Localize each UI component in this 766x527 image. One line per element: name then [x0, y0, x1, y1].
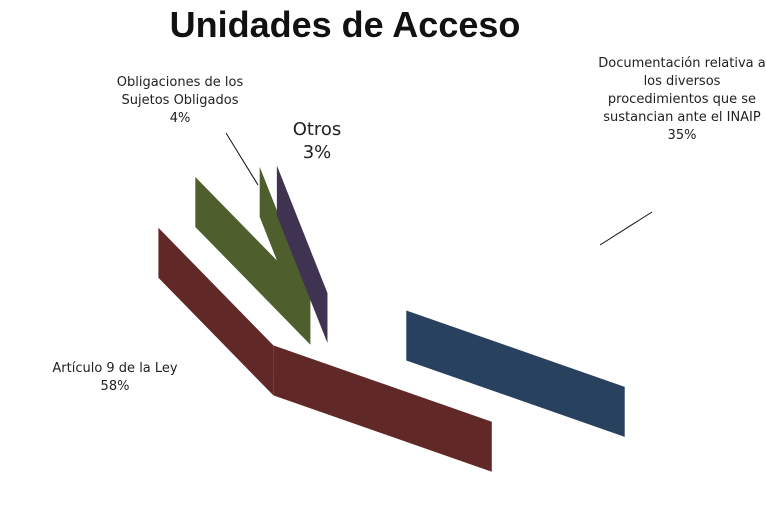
category-label: Artículo 9 de la Ley — [52, 361, 178, 376]
slice-wall — [259, 166, 311, 345]
leader-line — [599, 211, 653, 246]
category-label: Documentación relativa a los diversos pr… — [598, 56, 766, 125]
slice-side — [406, 180, 625, 437]
slice — [195, 176, 311, 295]
slice-side — [158, 277, 492, 422]
leader-line — [225, 132, 259, 186]
category-label: Obligaciones de los Sujetos Obligados — [116, 75, 244, 108]
value-label: 4% — [169, 111, 191, 126]
category-label: Otros — [292, 119, 342, 140]
slice-label: Artículo 9 de la Ley 58% — [30, 360, 200, 396]
slice-tops — [195, 165, 492, 422]
value-label: 35% — [667, 128, 697, 143]
slice-label: Documentación relativa a los diversos pr… — [598, 55, 766, 145]
value-label: 3% — [302, 142, 332, 163]
slice-wall — [195, 176, 311, 345]
chart-title: Unidades de Acceso — [169, 4, 521, 45]
slice-label: Obligaciones de los Sujetos Obligados 4% — [100, 74, 260, 128]
value-label: 58% — [100, 379, 130, 394]
slice — [276, 165, 328, 294]
slice-sides — [158, 165, 625, 472]
slice-wall — [158, 227, 274, 396]
slice-wall — [276, 165, 328, 344]
slice-wall — [406, 310, 625, 437]
slice-label: Otros 3% — [282, 118, 352, 164]
slice-wall — [273, 345, 492, 472]
